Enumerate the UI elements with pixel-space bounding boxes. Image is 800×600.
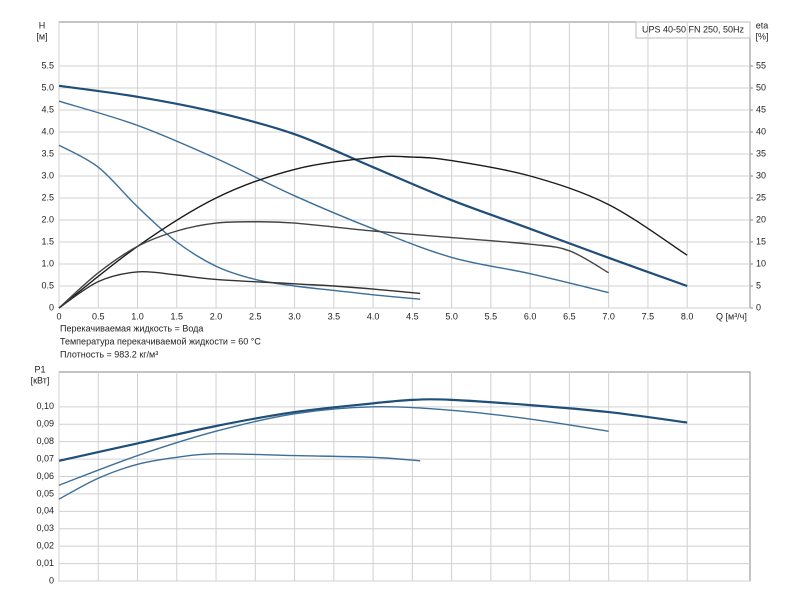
curve [58,453,421,500]
y-tick-label: 2.5 [41,192,54,202]
y-tick-label: 0,03 [36,523,54,533]
curve [58,144,421,300]
y-tick-label: 0,02 [36,541,54,551]
y-tick-label: 0 [49,302,54,312]
y2-tick-label: 55 [756,60,766,70]
x-tick-label: 5.5 [485,311,498,321]
y-tick-label: 0,07 [36,453,54,463]
y2-tick-label: 45 [756,104,766,114]
x-tick-label: 2.0 [210,311,223,321]
x-tick-label: 4.5 [406,311,419,321]
y-tick-label: 0,10 [36,401,54,411]
y-tick-label: 4.5 [41,104,54,114]
y2-tick-label: 5 [756,280,761,290]
x-label: Q [м³/ч] [716,311,747,321]
y-label: P1 [34,364,45,374]
y2-tick-label: 10 [756,258,766,268]
curve [58,84,688,288]
y-label: H [39,20,46,30]
y2-unit: [%] [755,31,768,41]
y-tick-label: 4.0 [41,126,54,136]
y-unit: [кВт] [31,375,50,385]
x-tick-label: 1.5 [171,311,184,321]
y-tick-label: 0,01 [36,558,54,568]
x-tick-label: 3.0 [288,311,301,321]
y-tick-label: 3.5 [41,148,54,158]
note: Температура перекачиваемой жидкости = 60… [60,336,261,346]
x-tick-label: 1.0 [131,311,144,321]
x-tick-label: 0.5 [92,311,105,321]
plot-frame [58,21,751,309]
y-tick-label: 0,06 [36,471,54,481]
x-tick-label: 6.0 [524,311,537,321]
curve [58,155,688,309]
y-tick-label: 0,05 [36,488,54,498]
curve [58,398,688,462]
x-tick-label: 0 [56,311,61,321]
curve [58,100,609,294]
y2-tick-label: 0 [756,302,761,312]
x-tick-label: 7.5 [642,311,655,321]
x-tick-label: 3.5 [328,311,341,321]
x-tick-label: 8.0 [681,311,694,321]
y2-tick-label: 25 [756,192,766,202]
curve [58,221,610,309]
y-tick-label: 0 [49,575,54,585]
y-tick-label: 0,04 [36,506,54,516]
note: Плотность = 983.2 кг/м³ [60,349,158,359]
y-tick-label: 2.0 [41,214,54,224]
y-tick-label: 0.5 [41,280,54,290]
y-tick-label: 3.0 [41,170,54,180]
y2-tick-label: 40 [756,126,766,136]
chart-title: UPS 40-50 FN 250, 50Hz [642,24,745,34]
y2-tick-label: 50 [756,82,766,92]
y-tick-label: 1.0 [41,258,54,268]
y-unit: [м] [36,31,47,41]
y-tick-label: 0,09 [36,419,54,429]
y2-tick-label: 30 [756,170,766,180]
y2-tick-label: 20 [756,214,766,224]
x-tick-label: 7.0 [602,311,615,321]
x-tick-label: 5.0 [445,311,458,321]
note: Перекачиваемая жидкость = Вода [60,323,203,333]
y-tick-label: 5.5 [41,60,54,70]
x-tick-label: 2.5 [249,311,262,321]
y2-label: eta [756,20,769,30]
title-box [635,21,751,39]
x-tick-label: 4.0 [367,311,380,321]
y2-tick-label: 15 [756,236,766,246]
y-tick-label: 1.5 [41,236,54,246]
curve [58,270,421,309]
y2-tick-label: 35 [756,148,766,158]
y-tick-label: 0,08 [36,436,54,446]
x-tick-label: 6.5 [563,311,576,321]
curve [58,406,609,486]
y-tick-label: 5.0 [41,82,54,92]
